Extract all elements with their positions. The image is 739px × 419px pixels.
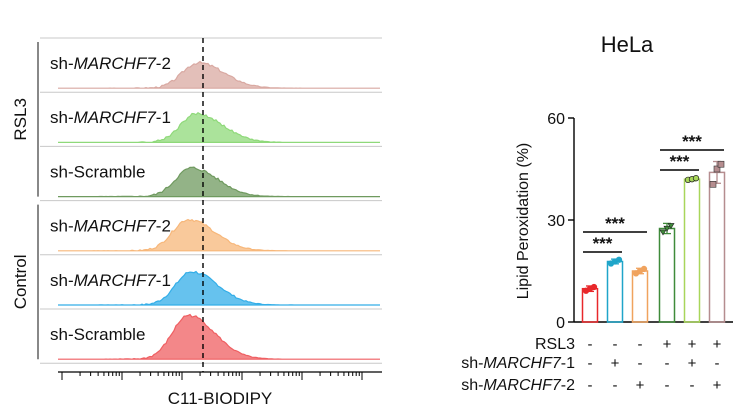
- condition-mark: +: [611, 355, 620, 372]
- condition-mark: +: [636, 377, 645, 394]
- histogram-track: sh-MARCHF7-2: [40, 200, 382, 252]
- condition-mark: -: [638, 355, 643, 372]
- histogram-track: sh-MARCHF7-2: [40, 37, 382, 89]
- significance-label: ***: [670, 152, 690, 171]
- track-label: sh-MARCHF7-2: [50, 217, 171, 236]
- condition-label: RSL3: [535, 336, 575, 353]
- data-point: [663, 225, 671, 232]
- bar: [631, 270, 649, 323]
- group-label: RSL3: [11, 98, 30, 141]
- condition-mark: -: [588, 355, 593, 372]
- track-label: sh-Scramble: [50, 162, 145, 181]
- significance-label: ***: [605, 214, 625, 233]
- histogram-curve: [58, 270, 380, 306]
- histogram-curve: [58, 218, 380, 252]
- bar: [581, 287, 599, 323]
- track-label: sh-MARCHF7-1: [50, 108, 171, 127]
- bar: [683, 178, 701, 323]
- condition-mark: -: [690, 377, 695, 394]
- histogram-curve: [58, 111, 380, 144]
- condition-mark: -: [613, 377, 618, 394]
- condition-mark: -: [715, 355, 720, 372]
- condition-table: RSL3- - - + + +sh-MARCHF7-1- + - - + -sh-MARCHF7-2…: [461, 336, 721, 394]
- condition-mark: -: [588, 336, 593, 353]
- chart-title: HeLa: [601, 32, 654, 57]
- histogram-track: sh-MARCHF7-1: [40, 254, 382, 306]
- data-point: [692, 175, 700, 182]
- histogram-track: sh-Scramble: [40, 308, 382, 360]
- data-point: [717, 160, 725, 168]
- track-label: sh-MARCHF7-1: [50, 271, 171, 290]
- flow-x-label: C11-BIODIPY: [168, 389, 273, 408]
- data-point: [640, 265, 648, 273]
- condition-mark: +: [663, 336, 672, 353]
- data-point: [659, 229, 667, 236]
- y-tick-label: 30: [547, 213, 565, 230]
- group-label: Control: [11, 254, 30, 309]
- bar: [708, 171, 726, 323]
- condition-mark: +: [713, 377, 722, 394]
- y-ticks: 0 30 60: [547, 111, 574, 332]
- group-brackets: RSL3 Control: [11, 42, 39, 360]
- significance-brackets: ************: [583, 132, 724, 253]
- condition-mark: -: [588, 377, 593, 394]
- condition-label: sh-MARCHF7-1: [461, 355, 575, 372]
- condition-mark: -: [665, 355, 670, 372]
- data-point: [590, 283, 598, 291]
- bars: [581, 160, 726, 323]
- histogram-track: sh-Scramble: [40, 145, 382, 198]
- condition-mark: -: [665, 377, 670, 394]
- bar: [606, 260, 624, 323]
- significance-label: ***: [593, 234, 613, 253]
- condition-mark: +: [713, 336, 722, 353]
- y-tick-label: 60: [547, 111, 565, 128]
- significance-label: ***: [682, 132, 702, 151]
- condition-mark: +: [688, 355, 697, 372]
- histogram-curve: [58, 60, 380, 89]
- track-label: sh-Scramble: [50, 325, 145, 344]
- histogram-curve: [58, 166, 380, 198]
- condition-mark: -: [638, 336, 643, 353]
- histogram-tracks: sh-MARCHF7-2 sh-MARCHF7-1 sh-Scramble sh-MA…: [40, 37, 382, 364]
- data-point: [713, 165, 721, 173]
- condition-mark: +: [688, 336, 697, 353]
- condition-label: sh-MARCHF7-2: [461, 377, 575, 394]
- track-label: sh-MARCHF7-2: [50, 54, 171, 73]
- condition-mark: -: [613, 336, 618, 353]
- data-point: [615, 256, 623, 263]
- histogram-curve: [58, 313, 380, 360]
- y-axis-label: Lipid Peroxidation (%): [515, 143, 532, 300]
- data-point: [667, 223, 675, 230]
- histogram-track: sh-MARCHF7-1: [40, 91, 382, 144]
- flow-histogram-panel: RSL3 Control sh-MARCHF7-2 sh-MARCHF7-1 sh-S…: [11, 37, 382, 408]
- y-tick-label: 0: [556, 315, 565, 332]
- flow-x-ticks: [61, 372, 363, 380]
- bar: [658, 227, 676, 323]
- data-point: [709, 181, 717, 188]
